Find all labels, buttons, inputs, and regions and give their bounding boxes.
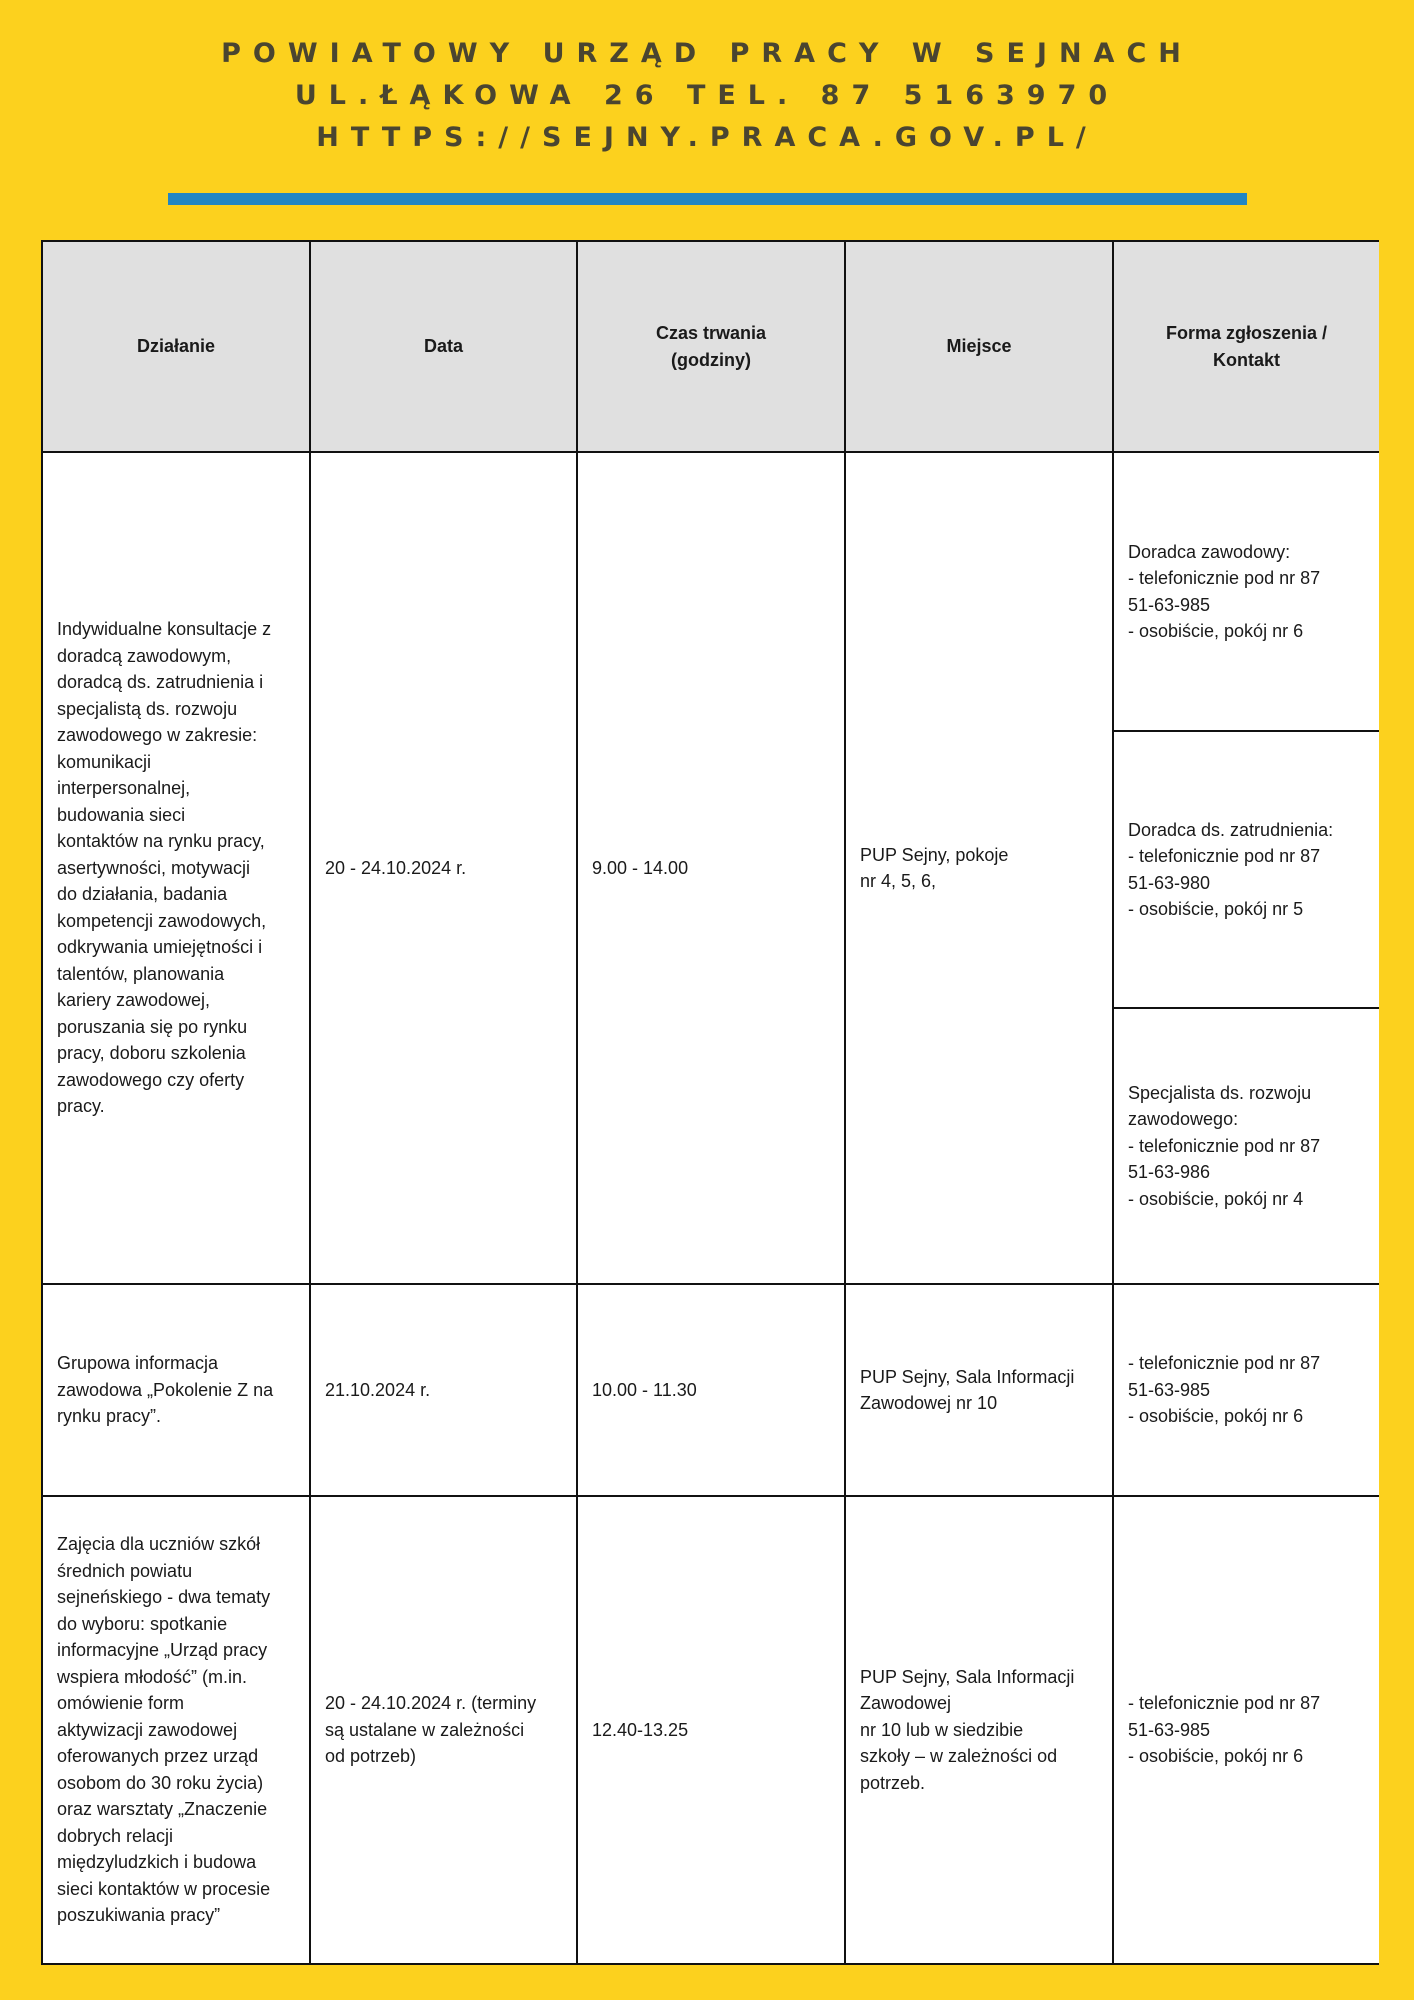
- column-header-miejsce: Miejsce: [846, 242, 1114, 453]
- office-website: HTTPS://SEJNY.PRACA.GOV.PL/: [316, 122, 1098, 153]
- row3-dzialanie: Zajęcia dla uczniów szkół średnich powia…: [43, 1497, 311, 1963]
- row2-dzialanie: Grupowa informacja zawodowa „Pokolenie Z…: [43, 1285, 311, 1497]
- column-header-czas: Czas trwania (godziny): [578, 242, 846, 453]
- office-address-phone: UL.ŁĄKOWA 26 TEL. 87 5163970: [294, 80, 1120, 111]
- row2-czas: 10.00 - 11.30: [578, 1285, 846, 1497]
- row3-czas: 12.40-13.25: [578, 1497, 846, 1963]
- office-name: POWIATOWY URZĄD PRACY W SEJNACH: [221, 38, 1193, 69]
- row3-data: 20 - 24.10.2024 r. (terminy są ustalane …: [311, 1497, 578, 1963]
- row1-data: 20 - 24.10.2024 r.: [311, 453, 578, 1285]
- row2-data: 21.10.2024 r.: [311, 1285, 578, 1497]
- row3-miejsce: PUP Sejny, Sala Informacji Zawodowej nr …: [846, 1497, 1114, 1963]
- accent-divider: [168, 193, 1247, 205]
- row1-kontakt-doradca-zawodowy: Doradca zawodowy: - telefonicznie pod nr…: [1114, 453, 1379, 732]
- column-header-data: Data: [311, 242, 578, 453]
- row1-kontakt-specjalista: Specjalista ds. rozwoju zawodowego: - te…: [1114, 1009, 1379, 1285]
- row2-kontakt: - telefonicznie pod nr 87 51-63-985 - os…: [1114, 1285, 1379, 1497]
- row1-miejsce: PUP Sejny, pokoje nr 4, 5, 6,: [846, 453, 1114, 1285]
- row1-czas: 9.00 - 14.00: [578, 453, 846, 1285]
- schedule-table: Działanie Data Czas trwania (godziny) Mi…: [41, 240, 1379, 1965]
- row1-dzialanie: Indywidualne konsultacje z doradcą zawod…: [43, 453, 311, 1285]
- row3-kontakt: - telefonicznie pod nr 87 51-63-985 - os…: [1114, 1497, 1379, 1963]
- column-header-dzialanie: Działanie: [43, 242, 311, 453]
- row1-kontakt-doradca-zatrudnienia: Doradca ds. zatrudnienia: - telefoniczni…: [1114, 732, 1379, 1009]
- column-header-kontakt: Forma zgłoszenia / Kontakt: [1114, 242, 1379, 453]
- row2-miejsce: PUP Sejny, Sala Informacji Zawodowej nr …: [846, 1285, 1114, 1497]
